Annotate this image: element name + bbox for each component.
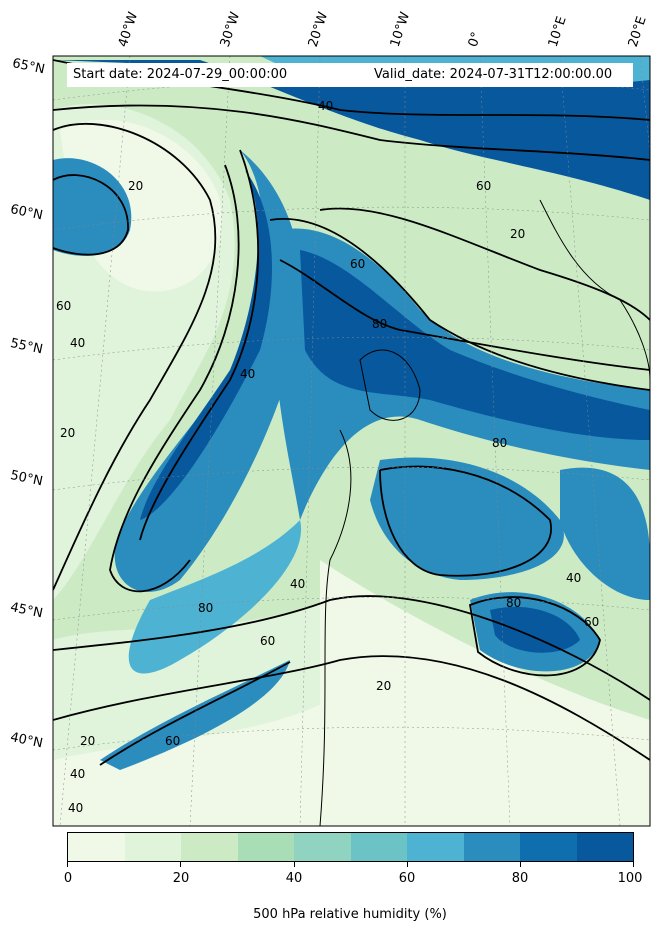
contour-label: 40 <box>318 99 333 113</box>
contour-label: 60 <box>476 179 491 193</box>
moist-region-france <box>370 457 564 580</box>
contour-label: 20 <box>60 426 75 440</box>
colorbar-segment <box>407 833 464 861</box>
very-dry-region-south <box>53 700 330 826</box>
contour-label: 20 <box>510 227 525 241</box>
colorbar-tick-label: 20 <box>172 871 190 886</box>
colorbar-segment <box>350 833 407 861</box>
contour-label: 40 <box>290 577 305 591</box>
colorbar-segment <box>68 833 125 861</box>
colorbar-segment <box>576 833 633 861</box>
contour-line-40 <box>109 164 240 593</box>
gridline-40w <box>59 56 131 826</box>
coastline-west-europe <box>319 429 352 826</box>
colorbar-tick-label: 60 <box>398 871 416 886</box>
contour-label: 20 <box>80 734 95 748</box>
wet-swirl-west <box>53 158 132 256</box>
contour-label: 60 <box>260 634 275 648</box>
graticule <box>53 56 650 826</box>
date-header <box>67 63 633 87</box>
contour-label: 40 <box>68 801 83 815</box>
contour-line-40-north <box>319 207 650 321</box>
colorbar-segment <box>520 833 577 861</box>
contour-line-20-south <box>53 655 650 761</box>
colorbar-segment <box>124 833 181 861</box>
contour-label: 80 <box>506 596 521 610</box>
start-date-label: Start date: 2024-07-29_00:00:00 <box>73 67 288 82</box>
valid-date-label: Valid_date: 2024-07-31T12:00:00.00 <box>374 67 613 82</box>
humidity-field <box>53 56 650 826</box>
contour-line-40-south <box>53 595 650 701</box>
colorbar-segment <box>237 833 294 861</box>
gridline-0 <box>479 56 511 826</box>
contour-line-20 <box>53 122 217 591</box>
colorbar-tick-label: 0 <box>63 871 73 886</box>
wet-band-uk <box>300 250 650 440</box>
wet-region-alps <box>490 606 580 653</box>
wet-plume-core <box>140 170 272 520</box>
gridline-10e <box>559 56 621 826</box>
colorbar-tick-label: 80 <box>511 871 529 886</box>
contour-line-40-arctic <box>53 104 650 161</box>
colorbar-tick <box>520 862 521 867</box>
contour-line-60-south <box>99 661 291 766</box>
contour-lines <box>53 59 650 766</box>
map-frame <box>52 55 651 827</box>
colorbar-segment <box>294 833 351 861</box>
moist-streak-southwest <box>128 520 302 674</box>
contour-label: 40 <box>70 336 85 350</box>
moist-region-east <box>560 467 650 600</box>
contour-label: 80 <box>198 601 213 615</box>
contour-line-80-uk <box>279 259 650 371</box>
contour-label: 60 <box>350 257 365 271</box>
contour-label: 20 <box>376 679 391 693</box>
colorbar-tick <box>294 862 295 867</box>
contour-label: 60 <box>165 734 180 748</box>
contour-line-80-france <box>379 465 552 577</box>
contour-line-60-uk <box>269 218 650 391</box>
contour-label: 20 <box>128 179 143 193</box>
contour-line-80-alps <box>468 596 601 677</box>
colorbar-tick <box>633 862 634 867</box>
colorbar-segment <box>181 833 238 861</box>
contour-line-80-swirl <box>53 174 129 256</box>
contour-label: 40 <box>240 367 255 381</box>
colorbar-tick <box>67 862 68 867</box>
colorbar-tick <box>180 862 181 867</box>
gridline-20w <box>299 56 321 826</box>
very-dry-region-southeast <box>320 560 650 826</box>
contour-label-group: 20 40 60 80 20 40 40 60 80 20 80 40 60 8… <box>56 99 599 815</box>
contour-label: 60 <box>584 615 599 629</box>
contour-label: 40 <box>566 571 581 585</box>
colorbar-segment <box>463 833 520 861</box>
coastline-british-isles <box>359 349 421 421</box>
contour-label: 60 <box>56 299 71 313</box>
contour-label: 80 <box>492 436 507 450</box>
contour-line-60 <box>139 149 259 541</box>
colorbar-tick-label: 40 <box>285 871 303 886</box>
colorbar-tick-label: 100 <box>617 871 643 886</box>
wet-band-north <box>53 60 650 200</box>
colorbar <box>67 832 634 862</box>
colorbar-tick <box>407 862 408 867</box>
contour-label: 40 <box>70 767 85 781</box>
colorbar-title: 500 hPa relative humidity (%) <box>253 907 447 922</box>
gridline-30w <box>189 56 231 826</box>
contour-label: 80 <box>372 317 387 331</box>
